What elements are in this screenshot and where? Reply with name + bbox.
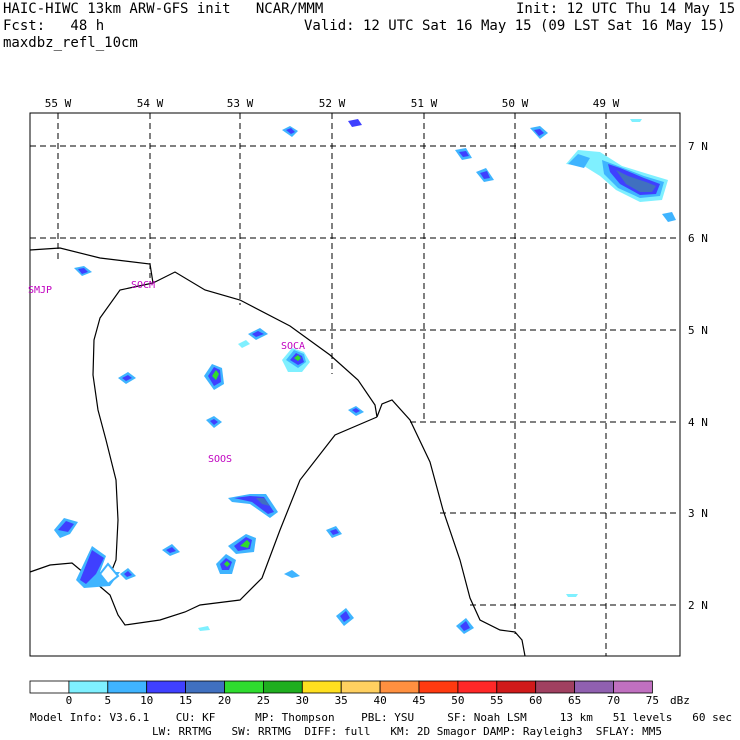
echo-cell bbox=[212, 370, 219, 380]
graticule bbox=[30, 113, 680, 656]
colorbar-swatch bbox=[340, 680, 381, 694]
plot-title: HAIC-HIWC 13km ARW-GFS init NCAR/MMM bbox=[3, 1, 324, 17]
echo-cell bbox=[330, 529, 339, 535]
echo-cell bbox=[568, 154, 590, 168]
echo-cell bbox=[534, 129, 544, 136]
echo-cell bbox=[256, 498, 270, 506]
echo-cell bbox=[662, 212, 676, 222]
lon-label: 49 W bbox=[593, 97, 620, 110]
echo-cell bbox=[460, 621, 470, 631]
model-info-line2: LW: RRTMG SW: RRTMG DIFF: full KM: 2D Sm… bbox=[152, 725, 662, 738]
echo-cell bbox=[166, 547, 176, 553]
colorbar-tick-label: 30 bbox=[296, 694, 309, 707]
colorbar-swatch bbox=[68, 680, 109, 694]
echo-cell bbox=[286, 128, 295, 134]
lon-label: 50 W bbox=[502, 97, 529, 110]
colorbar-tick-label: 10 bbox=[140, 694, 153, 707]
colorbar-tick-label: 65 bbox=[568, 694, 581, 707]
echo-cell bbox=[238, 340, 250, 348]
lon-label: 51 W bbox=[411, 97, 438, 110]
longitude-labels: 55 W 54 W 53 W 52 W 51 W 50 W 49 W bbox=[45, 97, 620, 110]
forecast-hour: Fcst: 48 h bbox=[3, 18, 105, 34]
map-frame bbox=[29, 112, 681, 657]
init-time: Init: 12 UTC Thu 14 May 15 bbox=[516, 1, 736, 17]
colorbar-tick-label: 20 bbox=[218, 694, 231, 707]
echo-cell bbox=[198, 626, 210, 631]
lon-label: 54 W bbox=[137, 97, 164, 110]
lon-label: 55 W bbox=[45, 97, 72, 110]
echo-cell bbox=[284, 570, 300, 578]
echo-cell bbox=[58, 521, 74, 532]
echo-cell bbox=[340, 611, 350, 622]
colorbar-swatch bbox=[29, 680, 70, 694]
echo-cell bbox=[566, 594, 578, 597]
colorbar-unit: dBz bbox=[670, 694, 690, 707]
colorbar-tick-label: 60 bbox=[529, 694, 542, 707]
echo-cell bbox=[630, 119, 642, 122]
lat-label: 3 N bbox=[688, 507, 708, 520]
colorbar-swatch bbox=[262, 680, 303, 694]
echo-cell bbox=[348, 119, 362, 127]
colorbar-swatch bbox=[457, 680, 498, 694]
colorbar-tick-label: 70 bbox=[607, 694, 620, 707]
model-info-line1: Model Info: V3.6.1 CU: KF MP: Thompson P… bbox=[30, 711, 732, 724]
echo-cell bbox=[252, 331, 264, 337]
colorbar-tick-label: 45 bbox=[412, 694, 425, 707]
station-labels: SMJP SOCM SOCA SOOS bbox=[28, 280, 305, 465]
colorbar-tick-label: 75 bbox=[646, 694, 659, 707]
colorbar-swatch bbox=[574, 680, 614, 694]
colorbar: 0 5 10 15 20 25 30 35 40 45 50 55 60 65 70 75 bbox=[29, 680, 659, 707]
colorbar-tick-label: 35 bbox=[335, 694, 348, 707]
colorbar-tick-label: 15 bbox=[179, 694, 192, 707]
colorbar-swatch bbox=[301, 680, 342, 694]
field-name: maxdbz_refl_10cm bbox=[3, 35, 138, 51]
colorbar-tick-label: 5 bbox=[104, 694, 111, 707]
colorbar-tick-label: 0 bbox=[66, 694, 73, 707]
echo-cell bbox=[124, 571, 132, 577]
echo-cell bbox=[480, 171, 490, 179]
lon-label: 52 W bbox=[319, 97, 346, 110]
colorbar-swatch bbox=[107, 680, 148, 694]
echo-cell bbox=[210, 419, 218, 425]
colorbar-swatch bbox=[224, 680, 264, 694]
valid-time: Valid: 12 UTC Sat 16 May 15 (09 LST Sat … bbox=[304, 18, 726, 34]
lat-label: 5 N bbox=[688, 324, 708, 337]
echo-cell bbox=[459, 151, 469, 157]
echo-cell bbox=[80, 550, 104, 584]
reflectivity-cells bbox=[54, 119, 676, 634]
echo-cell bbox=[122, 375, 132, 381]
echo-cell bbox=[98, 562, 120, 586]
echo-cell bbox=[616, 170, 656, 192]
colorbar-swatch bbox=[613, 680, 653, 694]
colorbar-swatch bbox=[146, 680, 186, 694]
echo-cell bbox=[224, 561, 230, 567]
lon-label: 53 W bbox=[227, 97, 254, 110]
colorbar-swatch bbox=[535, 680, 576, 694]
lat-label: 6 N bbox=[688, 232, 708, 245]
colorbar-swatch bbox=[418, 680, 459, 694]
colorbar-tick-label: 40 bbox=[373, 694, 386, 707]
coastline bbox=[29, 247, 526, 657]
station-label: SOOS bbox=[208, 454, 232, 465]
lat-label: 7 N bbox=[688, 140, 708, 153]
colorbar-tick-label: 55 bbox=[490, 694, 503, 707]
echo-cell bbox=[294, 355, 301, 361]
station-label: SMJP bbox=[28, 285, 52, 296]
colorbar-swatch bbox=[185, 680, 225, 694]
colorbar-tick-label: 50 bbox=[451, 694, 464, 707]
echo-cell bbox=[78, 268, 88, 274]
colorbar-tick-label: 25 bbox=[257, 694, 270, 707]
lat-label: 4 N bbox=[688, 416, 708, 429]
station-label: SOCA bbox=[281, 341, 305, 352]
echo-cell bbox=[352, 408, 360, 413]
echo-cell bbox=[240, 540, 250, 548]
colorbar-swatch bbox=[379, 680, 420, 694]
station-label: SOCM bbox=[131, 280, 155, 291]
colorbar-swatch bbox=[496, 680, 537, 694]
lat-label: 2 N bbox=[688, 599, 708, 612]
latitude-labels: 7 N 6 N 5 N 4 N 3 N 2 N bbox=[688, 140, 708, 612]
